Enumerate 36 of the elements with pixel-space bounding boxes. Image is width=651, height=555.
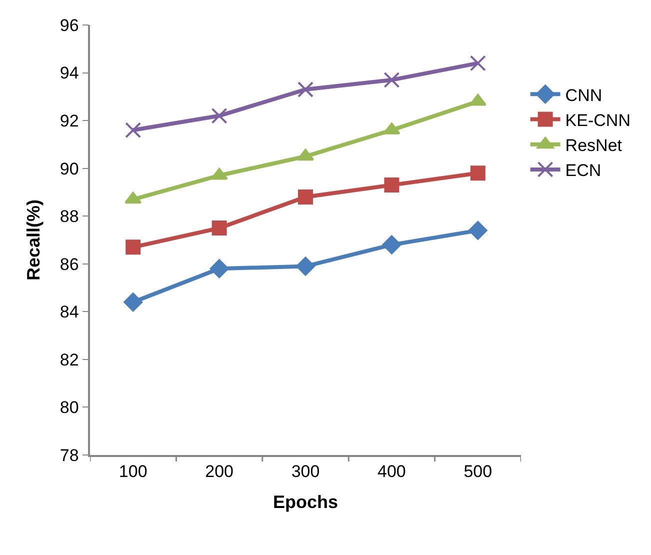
y-tick-label: 80 xyxy=(60,398,79,418)
point xyxy=(298,82,314,98)
y-tick-label: 96 xyxy=(60,16,79,35)
point xyxy=(470,55,486,72)
x-tick-label: 400 xyxy=(378,462,406,482)
x-tick-label: 100 xyxy=(118,462,148,482)
y-tick-label: 88 xyxy=(60,207,79,226)
point xyxy=(468,220,488,240)
y-tick-label: 92 xyxy=(60,112,79,131)
point xyxy=(212,220,227,236)
legend-label: ECN xyxy=(565,161,602,180)
point xyxy=(211,108,228,124)
point xyxy=(126,240,141,255)
point xyxy=(296,256,315,276)
point xyxy=(124,292,143,312)
y-tick-label: 94 xyxy=(60,64,79,83)
point xyxy=(470,166,486,181)
y-tick-label: 82 xyxy=(60,350,79,370)
y-tick-label: 84 xyxy=(60,302,79,322)
point xyxy=(382,235,402,254)
legend-label: CNN xyxy=(565,86,602,105)
y-tick-label: 90 xyxy=(60,159,79,178)
y-tick-label: 86 xyxy=(60,254,79,274)
x-axis-title: Epochs xyxy=(272,492,338,512)
legend-label: KE-CNN xyxy=(565,110,630,130)
legend-label: ResNet xyxy=(565,136,622,155)
point xyxy=(125,122,142,138)
y-axis-title: Recall(%) xyxy=(24,199,44,281)
x-tick-label: 500 xyxy=(464,462,492,482)
point xyxy=(298,190,313,204)
point xyxy=(210,259,229,278)
point xyxy=(384,72,400,88)
point xyxy=(384,178,400,193)
x-tick-label: 300 xyxy=(291,462,320,482)
x-tick-label: 200 xyxy=(205,462,234,482)
y-tick-label: 78 xyxy=(60,446,79,465)
